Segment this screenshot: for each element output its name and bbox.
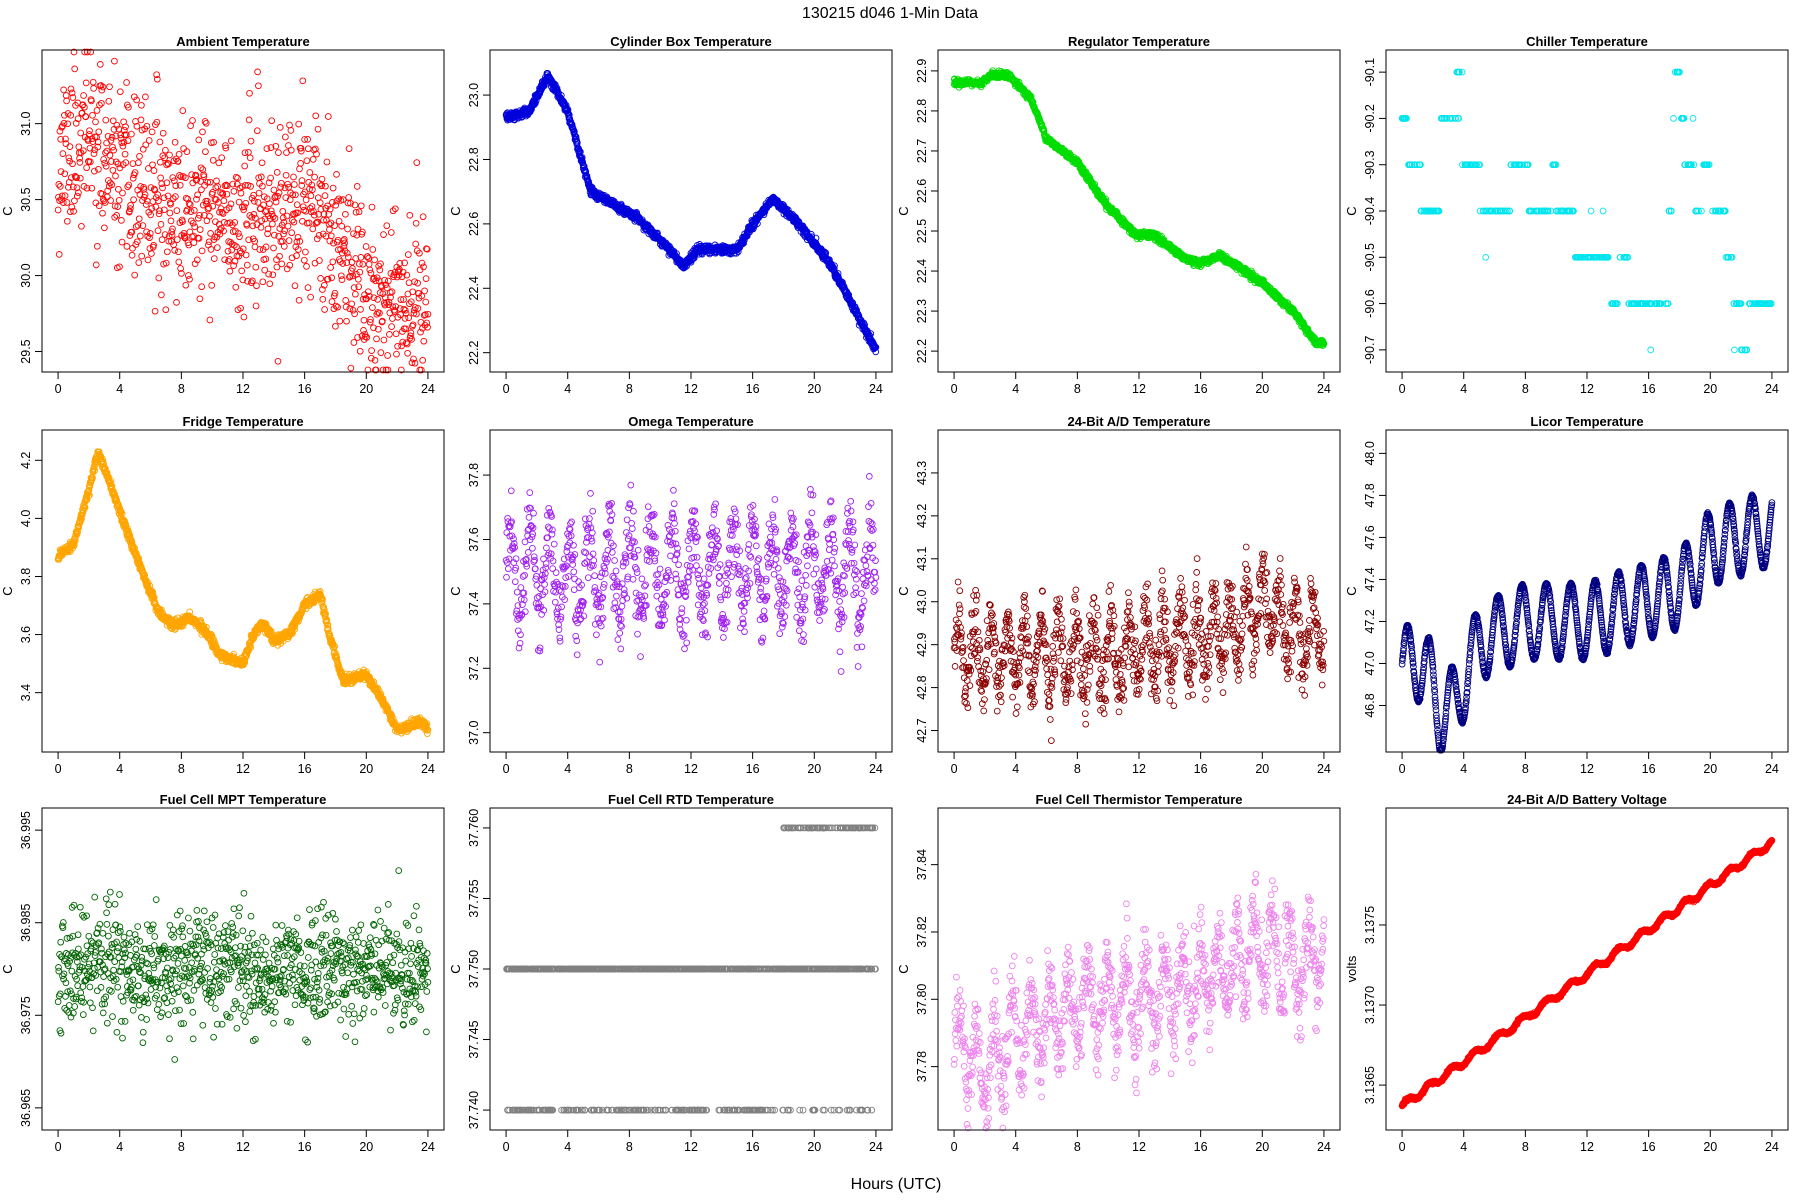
y-tick-label: -90.3 <box>1363 150 1377 179</box>
x-tick-label: 4 <box>1460 382 1467 396</box>
y-axis-label: C <box>448 206 463 215</box>
y-tick-label: -90.1 <box>1363 58 1377 87</box>
figure-title: 130215 d046 1-Min Data <box>802 5 978 22</box>
x-tick-label: 16 <box>1194 382 1208 396</box>
y-axis-label: C <box>1344 206 1359 215</box>
x-tick-label: 12 <box>684 382 698 396</box>
x-tick-label: 8 <box>626 382 633 396</box>
y-tick-label: 22.8 <box>915 99 929 123</box>
x-tick-label: 8 <box>1074 382 1081 396</box>
x-tick-label: 16 <box>1642 382 1656 396</box>
x-tick-label: 0 <box>1399 382 1406 396</box>
y-tick-label: 22.8 <box>467 147 481 171</box>
x-tick-label: 8 <box>178 382 185 396</box>
y-tick-label: 22.4 <box>467 276 481 300</box>
x-tick-label: 20 <box>359 382 373 396</box>
x-tick-label: 24 <box>1765 382 1779 396</box>
x-tick-label: 0 <box>55 382 62 396</box>
panel-title: Cylinder Box Temperature <box>610 34 772 49</box>
y-tick-label: 29.5 <box>19 339 33 363</box>
y-axis-label: C <box>896 206 911 215</box>
panel-title: Chiller Temperature <box>1526 34 1648 49</box>
x-tick-label: 12 <box>236 382 250 396</box>
x-tick-label: 8 <box>1522 382 1529 396</box>
figure-xlabel: Hours (UTC) <box>851 1176 942 1193</box>
x-tick-label: 16 <box>298 382 312 396</box>
y-tick-label: 22.6 <box>467 212 481 236</box>
x-tick-label: 24 <box>1317 382 1331 396</box>
y-tick-label: 30.0 <box>19 263 33 287</box>
y-tick-label: 22.2 <box>915 339 929 363</box>
panel-title: Fridge Temperature <box>182 414 303 429</box>
y-tick-label: 30.5 <box>19 187 33 211</box>
x-tick-label: 4 <box>564 382 571 396</box>
y-tick-label: -90.5 <box>1363 243 1377 272</box>
y-axis-label: C <box>0 206 15 215</box>
x-tick-label: 20 <box>1255 382 1269 396</box>
y-tick-label: -90.6 <box>1363 289 1377 318</box>
x-tick-label: 24 <box>869 382 883 396</box>
y-tick-label: -90.2 <box>1363 104 1377 133</box>
y-tick-label: 22.7 <box>915 139 929 163</box>
x-tick-label: 20 <box>807 382 821 396</box>
y-tick-label: 22.4 <box>915 259 929 283</box>
panel-title: Regulator Temperature <box>1068 34 1210 49</box>
y-tick-label: 31.0 <box>19 111 33 135</box>
x-tick-label: 12 <box>1132 382 1146 396</box>
y-tick-label: -90.4 <box>1363 197 1377 226</box>
panel-title: Ambient Temperature <box>176 34 309 49</box>
x-tick-label: 4 <box>1012 382 1019 396</box>
figure-canvas: 130215 d046 1-Min Data Hours (UTC) Ambie… <box>0 0 1800 1200</box>
y-tick-label: 22.6 <box>915 179 929 203</box>
x-tick-label: 16 <box>746 382 760 396</box>
y-tick-label: 22.2 <box>467 340 481 364</box>
x-tick-label: 0 <box>503 382 510 396</box>
y-tick-label: 23.0 <box>467 83 481 107</box>
y-tick-label: -90.7 <box>1363 336 1377 365</box>
y-tick-label: 22.5 <box>915 219 929 243</box>
x-tick-label: 4 <box>116 382 123 396</box>
y-tick-label: 22.3 <box>915 299 929 323</box>
x-tick-label: 12 <box>1580 382 1594 396</box>
y-tick-label: 22.9 <box>915 59 929 83</box>
x-tick-label: 20 <box>1703 382 1717 396</box>
x-tick-label: 24 <box>421 382 435 396</box>
x-tick-label: 0 <box>951 382 958 396</box>
